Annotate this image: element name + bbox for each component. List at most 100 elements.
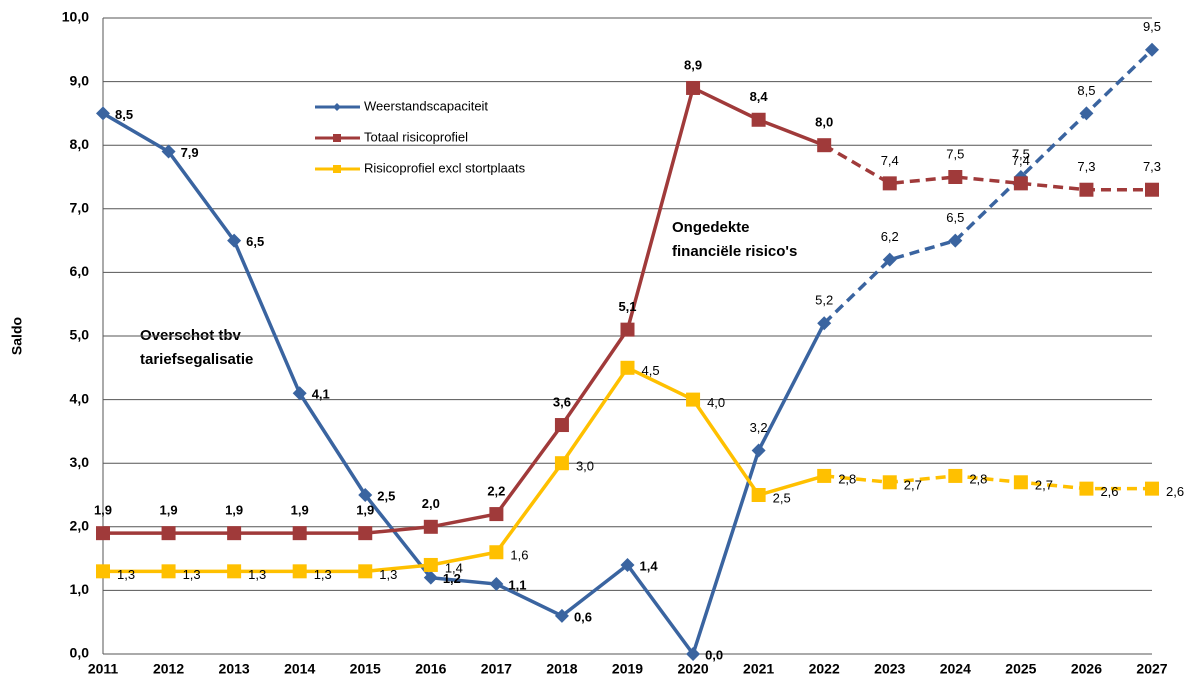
data-label: 1,1 [508,577,526,592]
data-label: 8,4 [750,89,769,104]
data-label: 5,1 [618,299,636,314]
x-tick-label: 2018 [546,661,577,677]
marker [227,564,242,579]
marker [751,112,766,127]
data-label: 3,6 [553,394,571,409]
marker [751,443,766,458]
data-label: 7,9 [181,145,199,160]
data-label: 1,3 [117,567,135,582]
marker [1145,42,1159,57]
marker [620,360,635,375]
y-tick-label: 7,0 [70,200,90,216]
marker [948,170,963,184]
data-label: 7,4 [1012,153,1030,168]
data-label: 2,2 [487,484,505,499]
marker [1145,182,1159,197]
y-tick-label: 8,0 [70,136,90,152]
data-label: 0,0 [705,647,723,662]
data-label: 1,9 [160,503,178,518]
data-label: 2,8 [838,471,856,486]
data-label: 8,5 [1077,83,1095,98]
marker [358,526,373,541]
data-label: 7,5 [946,146,964,161]
annotation: Overschot tbv [140,327,242,344]
data-label: 3,2 [750,420,768,435]
x-tick-label: 2026 [1071,661,1102,677]
marker [423,519,438,534]
marker [96,564,110,579]
marker [1079,106,1094,121]
marker [161,564,176,579]
legend-label: Weerstandscapaciteit [364,98,488,113]
x-tick-label: 2019 [612,661,643,677]
y-tick-label: 3,0 [70,454,90,470]
marker [1013,475,1028,490]
x-tick-label: 2027 [1136,661,1167,677]
data-label: 7,4 [881,153,899,168]
marker [620,322,635,337]
series-line [823,143,1152,192]
data-label: 7,5 [1012,146,1030,161]
data-label: 6,2 [881,229,899,244]
data-label: 1,3 [248,567,266,582]
data-label: 8,9 [684,57,702,72]
data-label: 5,2 [815,293,833,308]
data-label: 4,1 [312,387,330,402]
data-label: 4,5 [642,363,660,378]
marker [1079,182,1094,197]
y-tick-label: 5,0 [70,327,90,343]
series-line [102,111,826,658]
data-label: 2,6 [1100,484,1118,499]
data-label: 1,6 [510,548,528,563]
data-label: 2,7 [1035,478,1053,493]
data-label: 7,3 [1143,159,1161,174]
x-tick-label: 2022 [809,661,840,677]
y-tick-label: 9,0 [70,72,90,88]
x-tick-label: 2012 [153,661,184,677]
marker [751,488,766,502]
marker [489,577,504,592]
marker [292,564,307,579]
x-tick-label: 2023 [874,661,905,677]
marker [358,564,373,579]
marker [554,456,569,471]
series-line [103,365,825,574]
y-tick-label: 0,0 [70,645,90,661]
marker [817,468,832,483]
data-label: 1,9 [225,503,243,518]
marker [292,526,307,541]
annotation: tariefsegalisatie [140,351,253,368]
data-label: 8,0 [815,115,833,130]
data-label: 1,3 [314,567,332,582]
marker [333,134,341,142]
marker [620,557,635,572]
marker [333,103,341,111]
data-label: 9,5 [1143,19,1161,34]
marker [333,165,341,173]
series-line [824,474,1152,491]
data-label: 0,6 [574,609,592,624]
data-label: 1,2 [443,571,461,586]
marker [358,488,373,502]
marker [489,507,504,522]
marker [489,545,504,560]
annotation: Ongedekte [672,219,750,236]
marker [96,106,110,121]
marker [686,80,701,95]
legend-label: Totaal risicoprofiel [364,129,468,144]
data-label: 1,9 [356,503,374,518]
data-label: 2,8 [969,471,987,486]
data-label: 6,5 [246,234,264,249]
marker [882,252,897,267]
x-tick-label: 2017 [481,661,512,677]
marker [227,526,242,541]
data-label: 1,4 [445,560,463,575]
y-tick-label: 6,0 [70,263,90,279]
marker [686,392,701,407]
series-line [103,85,825,535]
marker [423,570,438,585]
marker [948,233,963,248]
y-tick-label: 2,0 [70,518,90,534]
data-label: 6,5 [946,210,964,225]
